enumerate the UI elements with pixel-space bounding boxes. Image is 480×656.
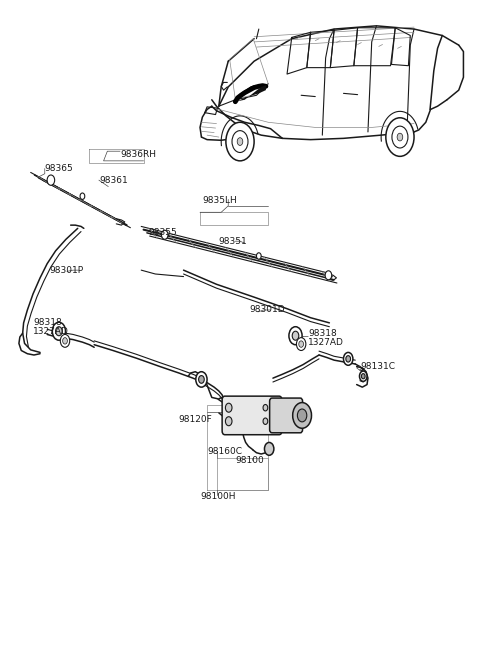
Circle shape <box>298 409 307 422</box>
Text: 98361: 98361 <box>99 176 128 184</box>
Text: 1327AD: 1327AD <box>33 327 69 337</box>
Circle shape <box>397 133 403 141</box>
Text: 98365: 98365 <box>45 164 73 173</box>
Circle shape <box>292 331 299 340</box>
Text: 98318: 98318 <box>308 329 337 338</box>
Circle shape <box>80 193 85 199</box>
Text: 98351: 98351 <box>219 237 248 246</box>
Text: 9835LH: 9835LH <box>203 196 237 205</box>
Circle shape <box>232 131 248 152</box>
FancyBboxPatch shape <box>270 398 302 433</box>
Circle shape <box>392 126 408 148</box>
Circle shape <box>263 418 268 424</box>
Circle shape <box>297 338 306 350</box>
Polygon shape <box>235 85 266 102</box>
Text: 98301D: 98301D <box>250 306 285 314</box>
Circle shape <box>299 341 303 347</box>
Text: 98301P: 98301P <box>49 266 84 275</box>
Circle shape <box>196 372 207 387</box>
Circle shape <box>325 271 332 280</box>
Circle shape <box>344 352 353 365</box>
Circle shape <box>63 338 67 344</box>
Text: 98355: 98355 <box>148 228 177 237</box>
Text: 98160C: 98160C <box>207 447 242 456</box>
Circle shape <box>264 442 274 455</box>
Text: 98120F: 98120F <box>179 415 213 424</box>
Text: 98100: 98100 <box>235 456 264 465</box>
Text: 9836RH: 9836RH <box>120 150 156 159</box>
Circle shape <box>161 230 168 239</box>
Circle shape <box>256 253 261 259</box>
Circle shape <box>346 356 350 362</box>
Circle shape <box>293 403 312 428</box>
Circle shape <box>60 335 70 347</box>
Circle shape <box>361 374 365 379</box>
Circle shape <box>199 376 204 383</box>
Circle shape <box>56 327 62 336</box>
Circle shape <box>226 403 232 412</box>
Circle shape <box>237 138 243 146</box>
Circle shape <box>52 322 65 340</box>
FancyBboxPatch shape <box>222 396 282 435</box>
Circle shape <box>360 371 367 381</box>
Circle shape <box>289 327 302 344</box>
Text: 98131C: 98131C <box>360 362 395 371</box>
Text: 98318: 98318 <box>33 318 62 327</box>
Text: 1327AD: 1327AD <box>308 338 344 346</box>
Circle shape <box>386 118 414 156</box>
Text: 98100H: 98100H <box>200 492 236 501</box>
Circle shape <box>226 122 254 161</box>
Circle shape <box>47 175 55 185</box>
Circle shape <box>263 405 268 411</box>
Circle shape <box>226 417 232 426</box>
